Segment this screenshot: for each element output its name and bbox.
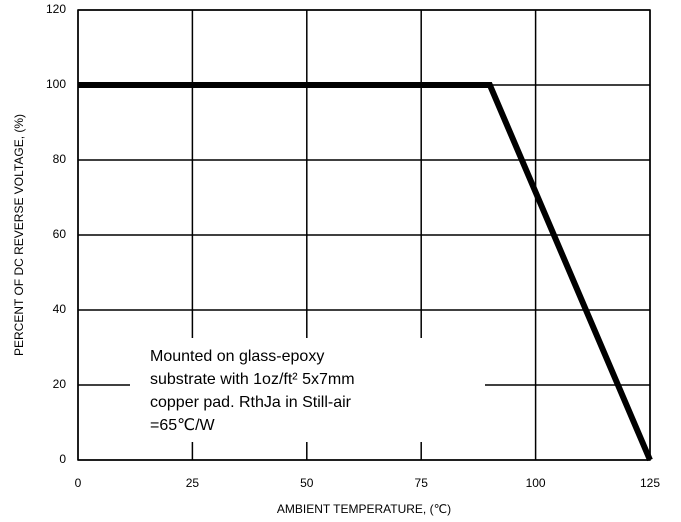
x-tick-label: 25 <box>186 476 200 490</box>
x-tick-label: 100 <box>526 476 546 490</box>
annotation-text: Mounted on glass-epoxy <box>150 348 324 365</box>
annotation-box <box>130 338 485 442</box>
x-tick-label: 75 <box>415 476 429 490</box>
x-tick-label: 125 <box>640 476 660 490</box>
data-line <box>78 82 653 462</box>
annotation-text: =65℃/W <box>150 417 216 434</box>
x-axis-label: AMBIENT TEMPERATURE, (℃) <box>277 502 451 516</box>
y-tick-label: 0 <box>59 452 66 466</box>
x-tick-label: 0 <box>75 476 82 490</box>
y-tick-label: 40 <box>53 302 67 316</box>
annotation-text: copper pad. RthJa in Still-air <box>150 394 352 411</box>
y-tick-label: 60 <box>53 227 67 241</box>
y-axis-label: PERCENT OF DC REVERSE VOLTAGE, (%) <box>12 114 26 356</box>
x-tick-label: 50 <box>300 476 314 490</box>
plot-frame <box>77 9 651 461</box>
y-tick-label: 120 <box>46 2 66 16</box>
annotation-text: substrate with 1oz/ft² 5x7mm <box>150 371 355 388</box>
y-tick-label: 80 <box>53 152 67 166</box>
y-tick-label: 100 <box>46 77 66 91</box>
y-tick-label: 20 <box>53 377 67 391</box>
